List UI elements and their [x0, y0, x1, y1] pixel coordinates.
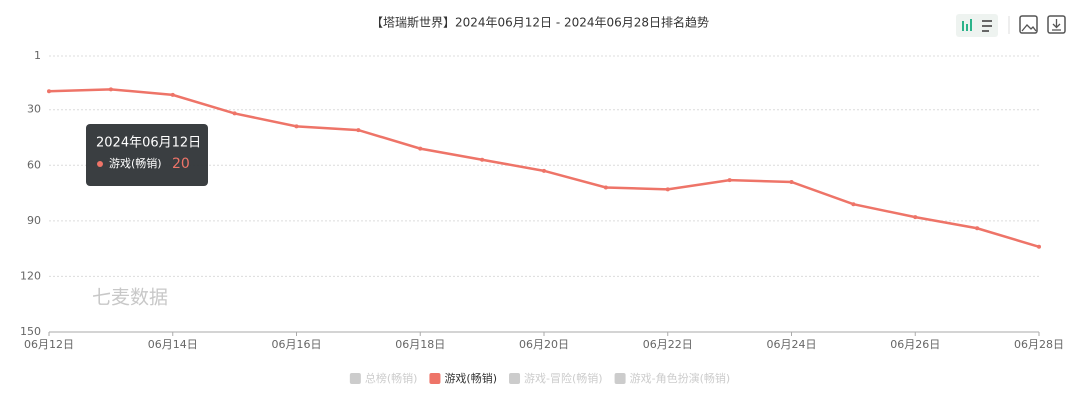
legend-item[interactable]: 总榜(畅销) — [349, 371, 418, 385]
list-icon — [982, 20, 992, 32]
y-tick-label: 150 — [20, 325, 41, 338]
legend-item[interactable]: 游戏-冒险(畅销) — [509, 371, 603, 385]
data-point — [108, 87, 113, 92]
tooltip-marker — [97, 161, 103, 167]
data-point — [356, 128, 361, 133]
data-point — [232, 111, 237, 116]
tooltip-value: 20 — [172, 156, 190, 172]
legend-label: 游戏(畅销) — [444, 371, 497, 385]
toolbar — [956, 14, 1066, 37]
x-tick-label: 06月28日 — [1014, 338, 1064, 351]
data-point — [665, 187, 670, 192]
y-tick-label: 30 — [27, 103, 41, 116]
y-tick-label: 120 — [20, 269, 41, 282]
x-tick-label: 06月24日 — [767, 338, 817, 351]
tooltip-title: 2024年06月12日 — [96, 136, 201, 151]
legend-item[interactable]: 游戏(畅销) — [429, 371, 497, 385]
watermark: 七麦数据 — [92, 287, 168, 309]
download-button[interactable] — [1047, 15, 1066, 34]
data-point — [851, 202, 856, 207]
legend-item[interactable]: 游戏-角色扮演(畅销) — [614, 371, 731, 385]
data-point — [1037, 244, 1041, 249]
legend-swatch — [429, 373, 441, 384]
data-point — [47, 89, 51, 94]
x-tick-label: 06月14日 — [148, 338, 198, 351]
legend-label: 游戏-角色扮演(畅销) — [630, 371, 731, 385]
y-tick-label: 1 — [34, 49, 41, 62]
data-point — [418, 146, 423, 151]
legend-swatch — [509, 373, 521, 384]
x-tick-label: 06月20日 — [519, 338, 569, 351]
tooltip-box — [86, 124, 208, 186]
legend-swatch — [614, 373, 626, 384]
data-point — [170, 92, 175, 97]
y-tick-label: 90 — [27, 214, 41, 227]
legend-label: 总榜(畅销) — [365, 371, 418, 385]
data-point — [913, 215, 918, 220]
x-tick-label: 06月16日 — [272, 338, 322, 351]
data-point — [542, 168, 546, 173]
image-icon — [1021, 24, 1037, 32]
download-icon — [1052, 19, 1061, 31]
tooltip-series: 游戏(畅销) — [109, 156, 162, 170]
x-tick-label: 06月18日 — [395, 338, 445, 351]
data-point — [789, 179, 794, 184]
chart-title: 【塔瑞斯世界】2024年06月12日 - 2024年06月28日排名趋势 — [371, 15, 709, 30]
legend: 总榜(畅销) 游戏(畅销) 游戏-冒险(畅销) 游戏-角色扮演(畅销) — [349, 371, 731, 385]
data-point — [603, 185, 608, 190]
data-point — [480, 157, 485, 162]
data-point — [975, 226, 980, 231]
legend-swatch — [349, 373, 361, 384]
save-image-button[interactable] — [1019, 15, 1038, 34]
x-tick-label: 06月26日 — [890, 338, 940, 351]
x-tick-label: 06月12日 — [24, 338, 74, 351]
y-tick-label: 60 — [27, 158, 41, 171]
data-point — [727, 178, 732, 183]
data-point — [294, 124, 299, 129]
x-tick-label: 06月22日 — [643, 338, 693, 351]
bar-icon — [962, 19, 972, 31]
legend-label: 游戏-冒险(畅销) — [524, 371, 603, 385]
